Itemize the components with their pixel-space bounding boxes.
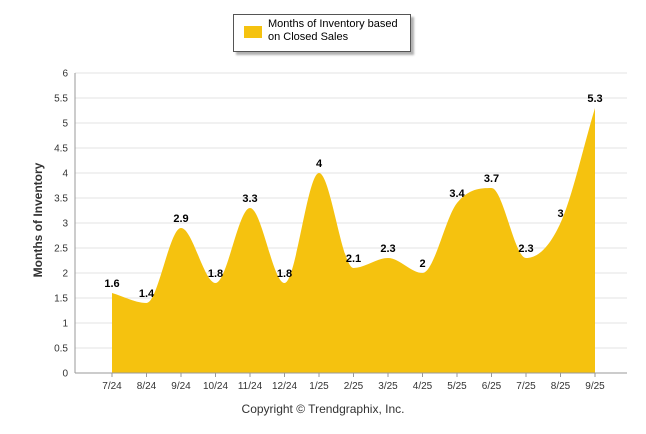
x-tick-label: 12/24 <box>272 381 297 392</box>
y-tick-label: 3 <box>62 219 68 230</box>
data-label: 3 <box>557 208 563 220</box>
data-label: 2.3 <box>380 243 395 255</box>
data-label: 4 <box>316 158 323 170</box>
x-tick-label: 6/25 <box>482 381 502 392</box>
x-tick-label: 8/25 <box>551 381 571 392</box>
x-axis-ticks: 7/24 8/24 9/24 10/24 11/24 12/24 1/25 2/25 3/25 4… <box>102 373 605 392</box>
data-label: 1.8 <box>277 268 292 280</box>
y-tick-label: 6 <box>62 69 68 80</box>
y-tick-label: 0.5 <box>54 344 68 355</box>
x-tick-label: 4/25 <box>413 381 433 392</box>
axes <box>74 73 627 374</box>
legend-swatch <box>244 26 262 38</box>
data-label: 3.3 <box>242 193 257 205</box>
x-tick-label: 2/25 <box>344 381 364 392</box>
area-fill <box>112 108 595 373</box>
x-tick-label: 9/24 <box>171 381 191 392</box>
x-tick-label: 7/25 <box>516 381 536 392</box>
data-labels: 1.6 1.4 2.9 1.8 3.3 1.8 4 2.1 2.3 2 3.4 3.7 2.3 3 5.3 <box>104 93 602 300</box>
x-tick-label: 7/24 <box>102 381 122 392</box>
data-label: 2.3 <box>518 243 533 255</box>
y-tick-label: 2 <box>62 269 68 280</box>
y-tick-label: 3.5 <box>54 194 68 205</box>
data-label: 2.1 <box>346 253 361 265</box>
y-tick-label: 2.5 <box>54 244 68 255</box>
data-label: 2.9 <box>173 213 188 225</box>
y-axis-ticks: 0 0.5 1 1.5 2 2.5 3 3.5 4 4.5 5 5.5 6 <box>54 69 68 380</box>
legend-label: Months of Inventory based on Closed Sale… <box>268 18 398 43</box>
y-axis-title: Months of Inventory <box>31 162 45 278</box>
x-tick-label: 9/25 <box>585 381 605 392</box>
y-tick-label: 4.5 <box>54 144 68 155</box>
legend: Months of Inventory based on Closed Sale… <box>233 14 411 52</box>
y-tick-label: 4 <box>62 169 68 180</box>
x-tick-label: 11/24 <box>238 381 263 392</box>
x-tick-label: 10/24 <box>203 381 228 392</box>
data-label: 1.6 <box>104 278 119 290</box>
y-tick-label: 1 <box>62 319 68 330</box>
data-label: 3.4 <box>449 188 465 200</box>
data-label: 2 <box>419 258 425 270</box>
data-label: 1.8 <box>208 268 223 280</box>
y-tick-label: 1.5 <box>54 294 68 305</box>
y-tick-label: 0 <box>62 369 68 380</box>
x-tick-label: 5/25 <box>447 381 467 392</box>
copyright-text: Copyright © Trendgraphix, Inc. <box>241 402 405 416</box>
x-tick-label: 3/25 <box>378 381 398 392</box>
area-series <box>112 108 595 373</box>
data-label: 5.3 <box>587 93 602 105</box>
y-tick-label: 5.5 <box>54 94 68 105</box>
x-tick-label: 1/25 <box>309 381 329 392</box>
y-tick-label: 5 <box>62 119 68 130</box>
x-tick-label: 8/24 <box>137 381 157 392</box>
data-label: 1.4 <box>139 288 155 300</box>
data-label: 3.7 <box>484 173 499 185</box>
